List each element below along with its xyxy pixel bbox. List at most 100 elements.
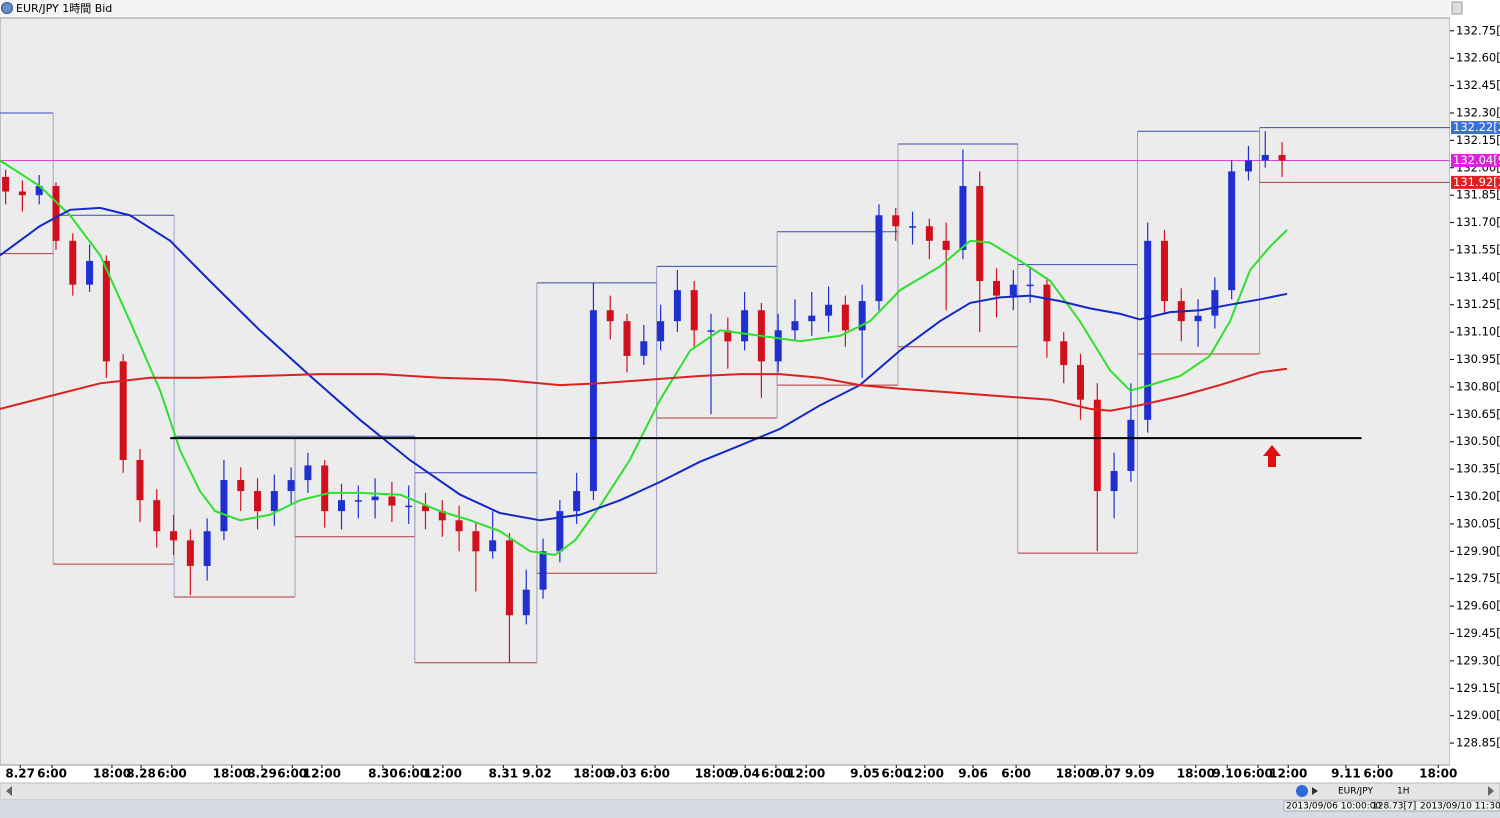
x-tick-label: 8.28 (126, 767, 156, 781)
scroll-bar[interactable] (0, 782, 1500, 801)
y-tick-label: 129.30[0 (1456, 653, 1500, 667)
candle-body (136, 459, 144, 501)
candle-body (808, 315, 816, 322)
y-tick-label: 131.85[0 (1456, 188, 1500, 202)
moving-average-line (0, 159, 1288, 557)
y-tick-label: 129.90[0 (1456, 544, 1500, 558)
x-tick-label: 18:00 (1056, 767, 1094, 781)
candle-body (573, 491, 581, 512)
candle-body (1278, 154, 1286, 161)
x-tick-label: 6:00 (1001, 767, 1031, 781)
x-tick-label: 8.31 (488, 767, 518, 781)
x-tick-label: 18:00 (93, 767, 131, 781)
x-tick-label: 6:00 (761, 767, 791, 781)
tool-icon[interactable] (1296, 785, 1308, 797)
price-label-box (1451, 153, 1500, 167)
window-button[interactable] (1451, 1, 1463, 15)
x-tick-label: 8.29 (247, 767, 277, 781)
title-bar (0, 0, 1500, 18)
candle-body (304, 465, 312, 481)
candle-body (186, 540, 194, 566)
annotation-arrow (1263, 445, 1281, 467)
candle-body (1127, 419, 1135, 471)
candle-body (489, 540, 497, 552)
scroll-left[interactable] (6, 786, 12, 796)
candle-body (741, 310, 749, 342)
candle-body (707, 330, 715, 332)
candle-body (1043, 284, 1051, 342)
candle-body (892, 215, 900, 227)
timeframe-selector[interactable]: 1H (1397, 787, 1410, 797)
y-tick-label: 129.00[0 (1456, 708, 1500, 722)
candle-body (254, 491, 262, 512)
y-tick-label: 130.50[0 (1456, 434, 1500, 448)
price-label-box (1451, 121, 1500, 135)
candle-body (1194, 315, 1202, 322)
plot-layer (0, 112, 1450, 664)
candle-body (1211, 290, 1219, 316)
y-tick-label: 131.25[0 (1456, 297, 1500, 311)
y-tick-label: 132.15[0 (1456, 133, 1500, 147)
x-tick-label: 9.03 (607, 767, 637, 781)
window-title: EUR/JPY 1時間 Bid (16, 2, 112, 15)
y-tick-label: 130.80[0 (1456, 379, 1500, 393)
candle-body (1244, 160, 1252, 172)
candle-body (438, 511, 446, 521)
symbol-selector[interactable]: EUR/JPY (1338, 787, 1373, 797)
moving-average-line (0, 367, 1288, 412)
x-tick-label: 6:00 (1243, 767, 1273, 781)
candle-body (338, 500, 346, 512)
candle-body (959, 186, 967, 250)
app-icon (1, 2, 13, 14)
y-tick-label: 129.45[0 (1456, 626, 1500, 640)
candle-body (270, 491, 278, 512)
status-bg (0, 800, 1500, 818)
y-tick-label: 130.65[0 (1456, 407, 1500, 421)
y-tick-label: 132.30[0 (1456, 105, 1500, 119)
candle-body (321, 465, 329, 512)
candle-body (724, 330, 732, 342)
x-tick-label: 9.02 (522, 767, 552, 781)
x-tick-label: 18:00 (213, 767, 251, 781)
y-tick-label: 131.10[0 (1456, 325, 1500, 339)
x-tick-label: 9.05 (850, 767, 880, 781)
x-tick-label: 6:00 (398, 767, 428, 781)
y-tick-label: 131.70[0 (1456, 215, 1500, 229)
x-tick-label: 12:00 (1269, 767, 1307, 781)
candle-body (1228, 171, 1236, 291)
candle-body (791, 321, 799, 331)
play-icon[interactable] (1312, 787, 1318, 795)
y-tick-label: 130.95[0 (1456, 352, 1500, 366)
price-label: 132.04[9 (1453, 153, 1500, 167)
x-tick-label: 12:00 (906, 767, 944, 781)
candle-body (119, 361, 127, 460)
candle-body (673, 290, 681, 322)
y-tick-label: 128.85[0 (1456, 736, 1500, 750)
y-tick-label: 129.60[0 (1456, 599, 1500, 613)
candle-body (102, 260, 110, 362)
x-tick-label: 8.27 (5, 767, 35, 781)
candle-body (925, 226, 933, 241)
candle-body (1144, 240, 1152, 420)
x-tick-label: 6:00 (157, 767, 187, 781)
x-tick-label: 9.10 (1212, 767, 1242, 781)
price-label-box (1451, 175, 1500, 189)
x-tick-label: 9.11 (1331, 767, 1361, 781)
candle-body (942, 240, 950, 250)
candle-body (690, 290, 698, 331)
x-tick-label: 12:00 (424, 767, 462, 781)
y-tick-label: 129.75[0 (1456, 571, 1500, 585)
candle-body (18, 191, 26, 196)
candle-body (1093, 399, 1101, 492)
x-tick-label: 18:00 (1419, 767, 1457, 781)
x-tick-label: 18:00 (695, 767, 733, 781)
y-tick-label: 131.40[0 (1456, 270, 1500, 284)
server-time: 2013/09/10 11:30:29 (1420, 802, 1500, 812)
x-tick-label: 9.06 (958, 767, 988, 781)
scroll-right[interactable] (1488, 786, 1494, 796)
candle-body (774, 330, 782, 362)
candle-body (2, 176, 10, 192)
candle-body (170, 531, 178, 541)
candle-body (287, 480, 295, 492)
